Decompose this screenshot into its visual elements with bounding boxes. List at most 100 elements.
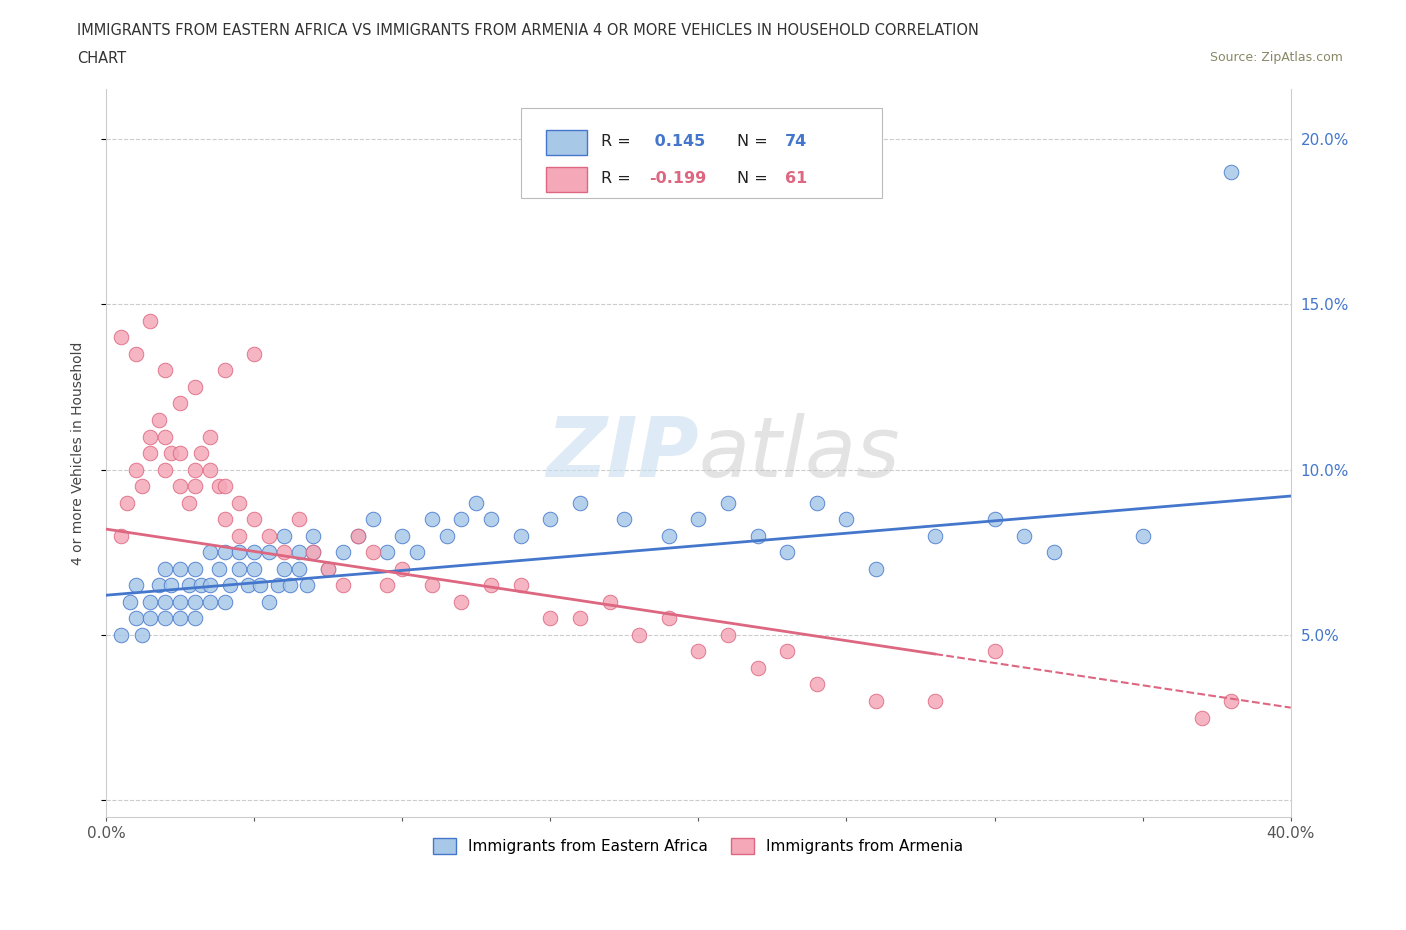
Point	[243, 512, 266, 526]
Point	[184, 462, 207, 477]
Point	[110, 330, 132, 345]
Point	[184, 562, 207, 577]
Point	[1191, 711, 1213, 725]
Point	[228, 545, 250, 560]
Point	[139, 429, 162, 444]
Point	[207, 479, 229, 494]
FancyBboxPatch shape	[546, 130, 588, 154]
Text: 0.145: 0.145	[648, 134, 704, 149]
Point	[391, 528, 413, 543]
Point	[377, 578, 399, 592]
Point	[377, 545, 399, 560]
Point	[198, 578, 221, 592]
Point	[924, 528, 946, 543]
Text: -0.199: -0.199	[648, 171, 706, 186]
Point	[214, 594, 236, 609]
Point	[717, 628, 740, 643]
Point	[243, 562, 266, 577]
Text: R =: R =	[602, 171, 636, 186]
Legend: Immigrants from Eastern Africa, Immigrants from Armenia: Immigrants from Eastern Africa, Immigran…	[427, 831, 970, 860]
Point	[169, 479, 191, 494]
Point	[110, 528, 132, 543]
Point	[139, 445, 162, 460]
Point	[332, 578, 354, 592]
Point	[450, 512, 472, 526]
Point	[155, 611, 177, 626]
Point	[509, 528, 531, 543]
Point	[131, 628, 153, 643]
Point	[249, 578, 271, 592]
Point	[228, 562, 250, 577]
Point	[243, 347, 266, 362]
Point	[835, 512, 858, 526]
Point	[1220, 694, 1243, 709]
Point	[420, 578, 443, 592]
Point	[198, 429, 221, 444]
Point	[316, 562, 339, 577]
Point	[214, 479, 236, 494]
Point	[228, 495, 250, 510]
Point	[406, 545, 429, 560]
Point	[465, 495, 488, 510]
Point	[184, 479, 207, 494]
Point	[361, 512, 384, 526]
Point	[169, 396, 191, 411]
Point	[346, 528, 368, 543]
Point	[139, 313, 162, 328]
Point	[568, 495, 591, 510]
Point	[160, 578, 183, 592]
Point	[509, 578, 531, 592]
Point	[865, 562, 887, 577]
Point	[160, 445, 183, 460]
Point	[302, 528, 325, 543]
Point	[169, 562, 191, 577]
Point	[568, 611, 591, 626]
Point	[155, 562, 177, 577]
Point	[776, 644, 799, 658]
Point	[599, 594, 621, 609]
Point	[420, 512, 443, 526]
Point	[148, 578, 170, 592]
Point	[747, 528, 769, 543]
Point	[273, 545, 295, 560]
Point	[125, 462, 148, 477]
Point	[177, 495, 200, 510]
Point	[155, 462, 177, 477]
Point	[125, 347, 148, 362]
Text: CHART: CHART	[77, 51, 127, 66]
Point	[257, 545, 280, 560]
Point	[190, 445, 212, 460]
Point	[257, 594, 280, 609]
Point	[287, 512, 309, 526]
Point	[198, 545, 221, 560]
Point	[273, 528, 295, 543]
Point	[155, 594, 177, 609]
Point	[628, 628, 651, 643]
Point	[302, 545, 325, 560]
Point	[924, 694, 946, 709]
Point	[118, 594, 141, 609]
Point	[169, 611, 191, 626]
Point	[538, 512, 561, 526]
Point	[214, 545, 236, 560]
Point	[688, 512, 710, 526]
Point	[177, 578, 200, 592]
Y-axis label: 4 or more Vehicles in Household: 4 or more Vehicles in Household	[72, 341, 86, 565]
Text: IMMIGRANTS FROM EASTERN AFRICA VS IMMIGRANTS FROM ARMENIA 4 OR MORE VEHICLES IN : IMMIGRANTS FROM EASTERN AFRICA VS IMMIGR…	[77, 23, 979, 38]
Point	[983, 644, 1005, 658]
Point	[238, 578, 260, 592]
Point	[214, 363, 236, 378]
Point	[1220, 165, 1243, 179]
Text: 61: 61	[785, 171, 807, 186]
Point	[316, 562, 339, 577]
Point	[332, 545, 354, 560]
Point	[184, 379, 207, 394]
Point	[169, 594, 191, 609]
Point	[717, 495, 740, 510]
Point	[273, 562, 295, 577]
FancyBboxPatch shape	[520, 108, 882, 198]
Point	[155, 363, 177, 378]
Point	[688, 644, 710, 658]
Point	[139, 611, 162, 626]
Point	[219, 578, 242, 592]
